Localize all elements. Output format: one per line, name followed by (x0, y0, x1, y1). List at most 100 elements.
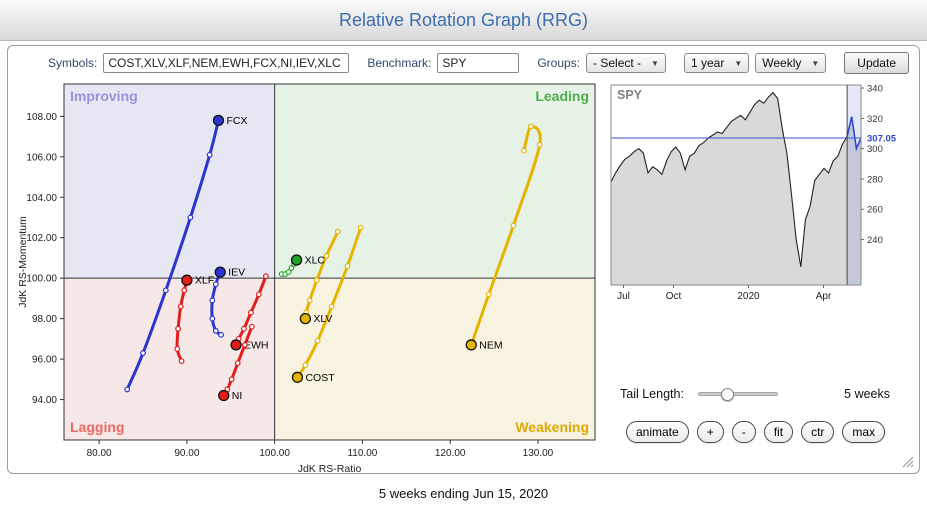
rrg-x-tick-label: 80.00 (87, 448, 112, 459)
rrg-y-tick-label: 106.00 (26, 152, 57, 163)
quadrant-improving (64, 84, 275, 279)
rrg-head-xlv[interactable] (299, 312, 312, 325)
tail-length-row: Tail Length: 5 weeks (620, 384, 890, 404)
rrg-tail-fcx[interactable]: FCX (124, 114, 248, 393)
quadrant-label-leading: Leading (535, 88, 589, 104)
rrg-head-xlf[interactable] (181, 274, 193, 286)
rrg-tail-cost[interactable]: COST (291, 224, 364, 384)
resize-grip-icon[interactable] (900, 454, 914, 468)
tail-length-value: 5 weeks (844, 387, 890, 401)
rrg-y-tick-label: 96.00 (32, 355, 57, 366)
spy-price-line (610, 91, 848, 267)
symbols-input[interactable] (103, 53, 350, 73)
rrg-tail-xlc[interactable]: XLC (278, 254, 326, 278)
rrg-symbol-label-ewh: EWH (244, 339, 268, 351)
main-panel: Symbols: Benchmark: Groups: - Select - ▼… (7, 45, 920, 475)
rrg-x-axis-title: JdK RS-Ratio (298, 463, 362, 475)
rrg-y-tick-label: 94.00 (32, 395, 57, 406)
ctr-button[interactable]: ctr (801, 421, 835, 443)
rrg-symbol-label-fcx: FCX (226, 115, 247, 127)
rrg-head-cost[interactable] (291, 371, 304, 383)
benchmark-label: Benchmark: (367, 56, 432, 70)
rrg-tail-nem[interactable]: NEM (465, 123, 543, 351)
rrg-symbol-label-cost: COST (305, 372, 335, 384)
spy-x-tick-label: Apr (816, 291, 832, 302)
spy-recent-zone (847, 85, 861, 285)
rrg-plot-border (63, 83, 596, 441)
spy-y-tick-label: 280 (867, 174, 883, 185)
tail-length-slider[interactable] (697, 386, 778, 402)
quadrant-lagging (64, 278, 275, 440)
period-select-value: 1 year (690, 56, 725, 70)
quadrant-leading (274, 84, 595, 279)
period-select[interactable]: 1 year ▼ (683, 53, 750, 73)
spy-x-tick-label: Oct (666, 291, 682, 302)
right-panel: SPY 240 260 280 300 320 340 307.05 Jul Oct 2020 Apr… (604, 78, 912, 470)
toolbar: Symbols: Benchmark: Groups: - Select - ▼… (48, 52, 909, 74)
benchmark-input[interactable] (437, 53, 520, 73)
rrg-tail-ni[interactable]: NI (218, 323, 255, 402)
update-button[interactable]: Update (844, 52, 909, 74)
app-header: Relative Rotation Graph (RRG) (0, 0, 927, 41)
page-title: Relative Rotation Graph (RRG) (338, 9, 589, 30)
groups-label: Groups: (537, 56, 581, 70)
rrg-head-xlc[interactable] (290, 254, 303, 266)
rrg-tail-iev[interactable]: IEV (209, 266, 245, 338)
groups-select[interactable]: - Select - ▼ (586, 53, 666, 73)
rrg-symbol-label-xlf: XLF (195, 275, 214, 287)
rrg-head-fcx[interactable] (212, 114, 225, 127)
spy-x-tick-label: 2020 (737, 291, 760, 302)
rrg-y-tick-label: 102.00 (26, 233, 57, 244)
symbols-label: Symbols: (48, 56, 98, 70)
zoom-out-button[interactable]: - (731, 421, 756, 443)
rrg-tail-xlf[interactable]: XLF (174, 274, 214, 365)
fit-button[interactable]: fit (763, 421, 794, 443)
quadrant-label-weakening: Weakening (515, 419, 589, 435)
rrg-symbol-label-ni: NI (232, 390, 243, 402)
rrg-x-tick-label: 120.00 (435, 448, 466, 459)
rrg-chart: Improving Leading Lagging Weakening 80.00 90.… (17, 83, 596, 475)
rrg-symbol-label-xlc: XLC (305, 254, 326, 266)
rrg-tail-xlv[interactable]: XLV (299, 228, 341, 325)
rrg-symbol-label-xlv: XLV (313, 313, 332, 325)
quadrant-label-lagging: Lagging (70, 419, 124, 435)
spy-y-tick-label: 240 (867, 235, 883, 246)
rrg-head-ni[interactable] (218, 389, 230, 402)
frequency-select-value: Weekly (762, 56, 802, 70)
groups-select-value: - Select - (593, 56, 642, 70)
spy-y-tick-label: 320 (867, 114, 883, 125)
chevron-down-icon: ▼ (811, 58, 820, 68)
spy-x-tick-label: Jul (617, 291, 630, 302)
rrg-head-nem[interactable] (465, 339, 477, 351)
zoom-in-button[interactable]: + (696, 421, 724, 443)
max-button[interactable]: max (842, 421, 886, 443)
rrg-y-tick-label: 104.00 (26, 193, 57, 204)
rrg-x-tick-label: 90.00 (174, 448, 199, 459)
rrg-y-tick-label: 100.00 (26, 274, 57, 285)
rrg-x-tick-label: 110.00 (347, 448, 377, 459)
rrg-y-tick-label: 98.00 (32, 314, 57, 325)
chevron-down-icon: ▼ (734, 58, 743, 68)
rrg-y-tick-label: 108.00 (26, 112, 57, 123)
rrg-symbol-label-iev: IEV (228, 267, 245, 279)
quadrant-weakening (274, 278, 595, 440)
rrg-x-tick-label: 130.00 (523, 448, 554, 459)
rrg-head-iev[interactable] (214, 266, 226, 278)
tail-length-label: Tail Length: (620, 387, 684, 401)
spy-current-price-label: 307.05 (867, 133, 897, 144)
animate-button[interactable]: animate (626, 421, 689, 443)
spy-y-tick-label: 340 (867, 84, 883, 95)
spy-chart: SPY 240 260 280 300 320 340 307.05 Jul Oct 2020 Apr (610, 84, 897, 302)
spy-y-tick-label: 300 (867, 144, 883, 155)
quadrant-label-improving: Improving (70, 88, 138, 104)
spy-y-tick-label: 260 (867, 205, 883, 216)
frequency-select[interactable]: Weekly ▼ (755, 53, 827, 73)
spy-plot-border (610, 84, 862, 286)
rrg-symbol-label-nem: NEM (479, 339, 502, 351)
rrg-tail-ewh[interactable]: EWH (230, 273, 269, 352)
footer-caption: 5 weeks ending Jun 15, 2020 (378, 486, 549, 501)
chevron-down-icon: ▼ (651, 58, 659, 68)
rrg-head-ewh[interactable] (230, 339, 242, 351)
spy-area (611, 92, 861, 285)
spy-title: SPY (617, 88, 643, 102)
